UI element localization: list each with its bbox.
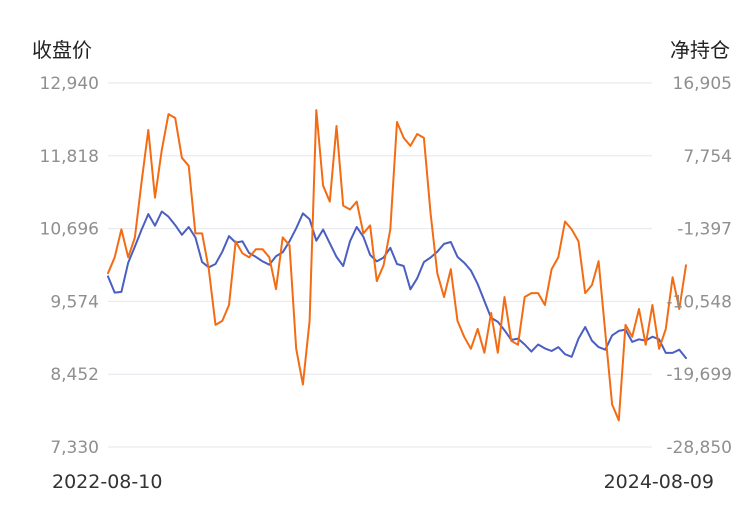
right-axis-title: 净持仓 xyxy=(670,38,730,62)
left-tick-label: 7,330 xyxy=(50,438,99,458)
right-tick-label: 16,905 xyxy=(673,74,732,94)
x-label-start: 2022-08-10 xyxy=(52,471,162,493)
left-tick-label: 12,940 xyxy=(40,74,99,94)
left-tick-label: 11,818 xyxy=(40,147,99,167)
series-lines xyxy=(107,109,687,422)
grid xyxy=(108,82,652,448)
left-axis-title: 收盘价 xyxy=(32,38,92,62)
closing-price-line xyxy=(107,210,687,360)
right-tick-label: -28,850 xyxy=(666,438,732,458)
right-tick-label: -1,397 xyxy=(677,220,732,240)
left-axis: 12,940 11,818 10,696 9,574 8,452 7,330 xyxy=(40,74,99,458)
x-label-end: 2024-08-09 xyxy=(604,471,714,493)
right-tick-label: -19,699 xyxy=(666,365,732,385)
left-tick-label: 8,452 xyxy=(50,365,99,385)
left-tick-label: 10,696 xyxy=(40,220,99,240)
right-tick-label: 7,754 xyxy=(683,147,732,167)
left-tick-label: 9,574 xyxy=(50,292,99,312)
right-tick-label: -10,548 xyxy=(666,292,732,312)
net-position-line xyxy=(107,109,687,422)
right-axis: 16,905 7,754 -1,397 -10,548 -19,699 -28,850 xyxy=(666,74,732,458)
x-axis: 2022-08-10 2024-08-09 xyxy=(52,471,714,493)
